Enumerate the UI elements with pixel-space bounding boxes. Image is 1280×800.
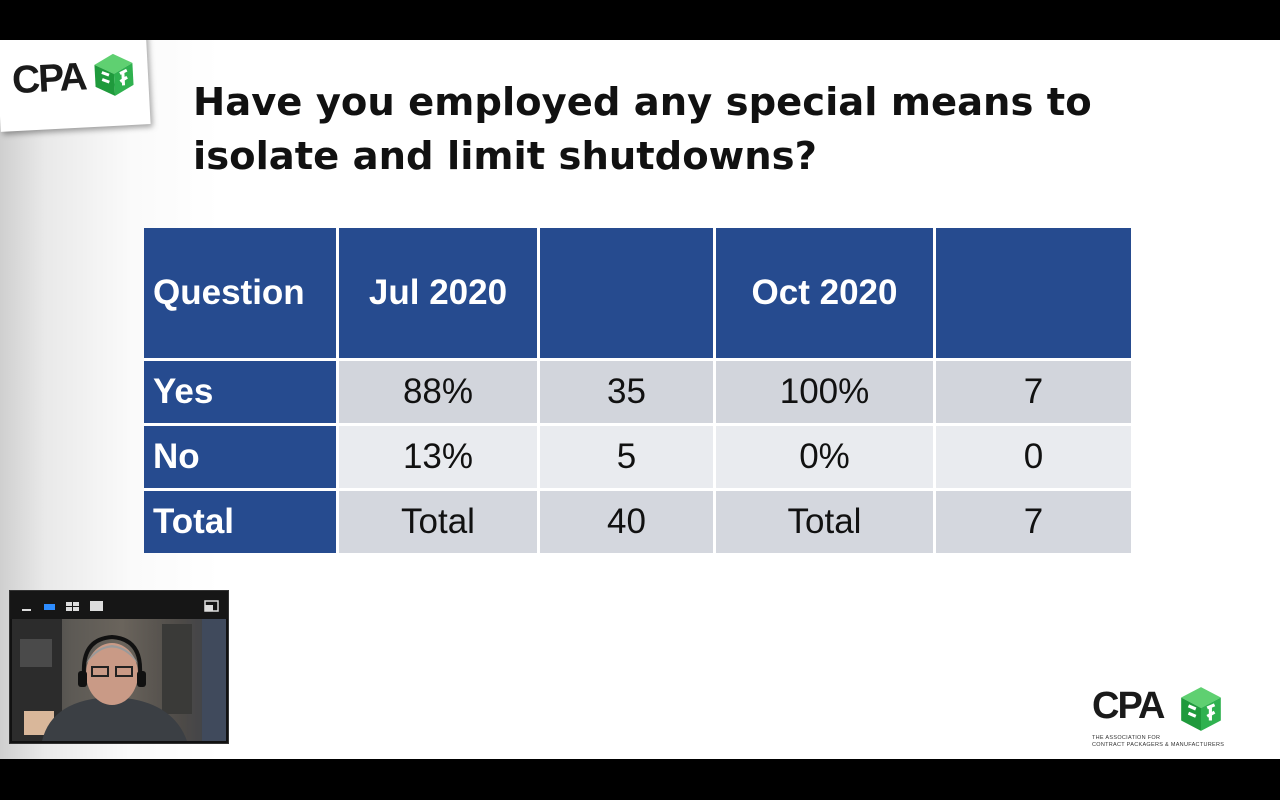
table-cell: 100% <box>716 361 933 423</box>
table-cell: 88% <box>339 361 537 423</box>
table-cell: Total <box>716 491 933 553</box>
row-label-no: No <box>144 426 336 488</box>
table-cell: 5 <box>540 426 713 488</box>
header-oct-2020: Oct 2020 <box>716 228 933 358</box>
table-cell: 13% <box>339 426 537 488</box>
exit-minimize-icon[interactable] <box>204 599 219 617</box>
table-cell: 0% <box>716 426 933 488</box>
table-cell: 7 <box>936 491 1131 553</box>
table-cell: 0 <box>936 426 1131 488</box>
cpa-cube-icon <box>94 53 134 96</box>
active-speaker-view-icon[interactable] <box>43 599 56 617</box>
header-jul-count <box>540 228 713 358</box>
row-label-yes: Yes <box>144 361 336 423</box>
cpa-tagline: THE ASSOCIATION FOR CONTRACT PACKAGERS &… <box>1092 735 1224 749</box>
table-cell: 40 <box>540 491 713 553</box>
cpa-tagline-line1: THE ASSOCIATION FOR <box>1092 735 1161 741</box>
header-question: Question <box>144 228 336 358</box>
fullscreen-icon[interactable] <box>89 599 104 617</box>
participant-video-feed <box>12 619 226 741</box>
header-jul-2020: Jul 2020 <box>339 228 537 358</box>
table-cell: 35 <box>540 361 713 423</box>
row-label-total: Total <box>144 491 336 553</box>
video-toolbar <box>10 591 228 619</box>
minimize-icon[interactable] <box>21 599 32 617</box>
cpa-logo-bottom: CPA THE ASSOCIATION FOR CONTRACT PACKAGE… <box>1090 685 1250 755</box>
cpa-tagline-line2: CONTRACT PACKAGERS & MANUFACTURERS <box>1092 742 1225 748</box>
video-thumbnail-window[interactable] <box>9 590 229 744</box>
cpa-cube-icon <box>1181 687 1221 731</box>
slide-title: Have you employed any special means to i… <box>193 80 1092 179</box>
table-cell: 7 <box>936 361 1131 423</box>
presentation-slide: CPA Have you employed any special means … <box>0 40 1280 759</box>
gallery-view-icon[interactable] <box>65 599 80 617</box>
participant-video-image <box>12 619 226 741</box>
cpa-logo-text: CPA <box>11 55 87 103</box>
cpa-logo-text: CPA <box>1092 685 1165 727</box>
header-oct-count <box>936 228 1131 358</box>
cpa-logo-top: CPA <box>0 40 151 132</box>
table-cell: Total <box>339 491 537 553</box>
survey-table: Question Jul 2020 Oct 2020 Yes 88% 35 10… <box>144 228 1131 553</box>
